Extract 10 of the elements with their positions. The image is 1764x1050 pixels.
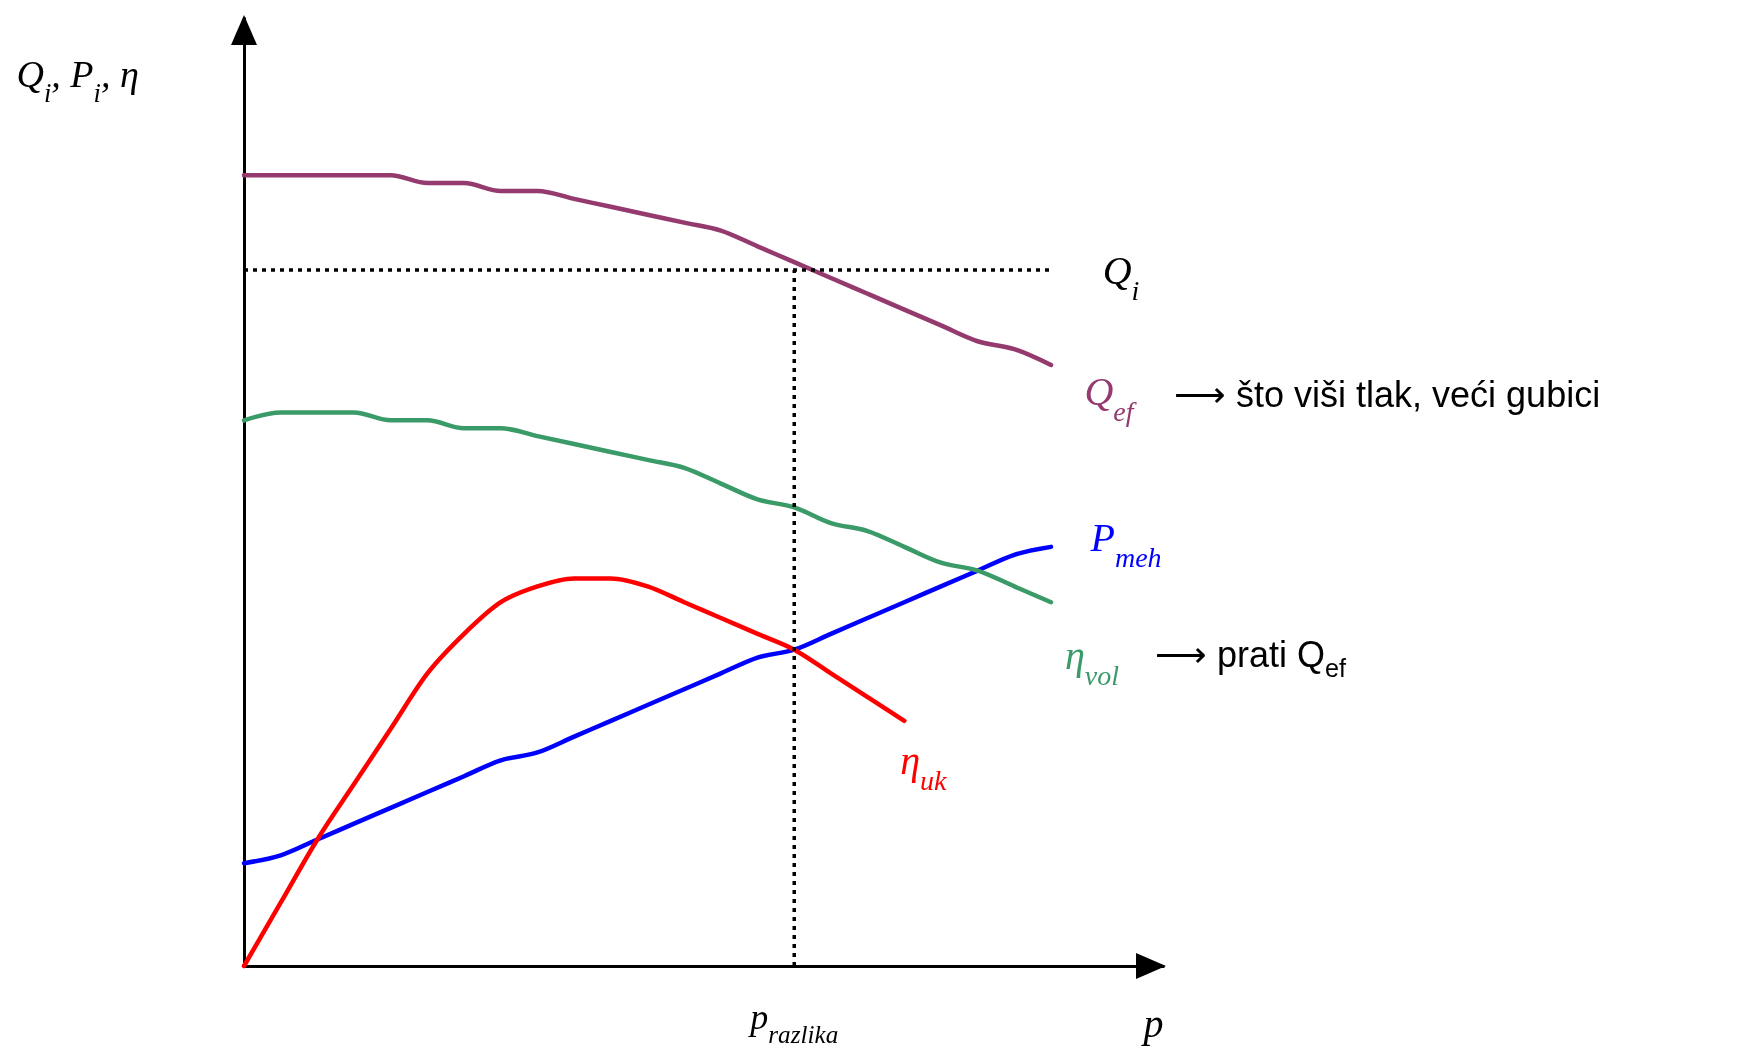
y-axis-title: Q$_{i}$, P$_{i}$, η: [16, 52, 139, 108]
ref-line-label: Q$_{i}$: [1102, 248, 1140, 306]
series-label: η$_{uk}$: [900, 737, 947, 796]
text: p$_{razlika}$: [747, 997, 839, 1048]
series-label: η$_{vol}$: [1064, 633, 1120, 691]
series-label: Q$_{ef}$: [1084, 368, 1137, 427]
series-label: P$_{meh}$: [1089, 514, 1162, 573]
x-axis-title: p: [1140, 1000, 1164, 1046]
text: ⟶ što viši tlak, veći gubici: [1174, 374, 1601, 416]
text: ⟶ prati Q$_{ef}$: [1155, 633, 1348, 683]
